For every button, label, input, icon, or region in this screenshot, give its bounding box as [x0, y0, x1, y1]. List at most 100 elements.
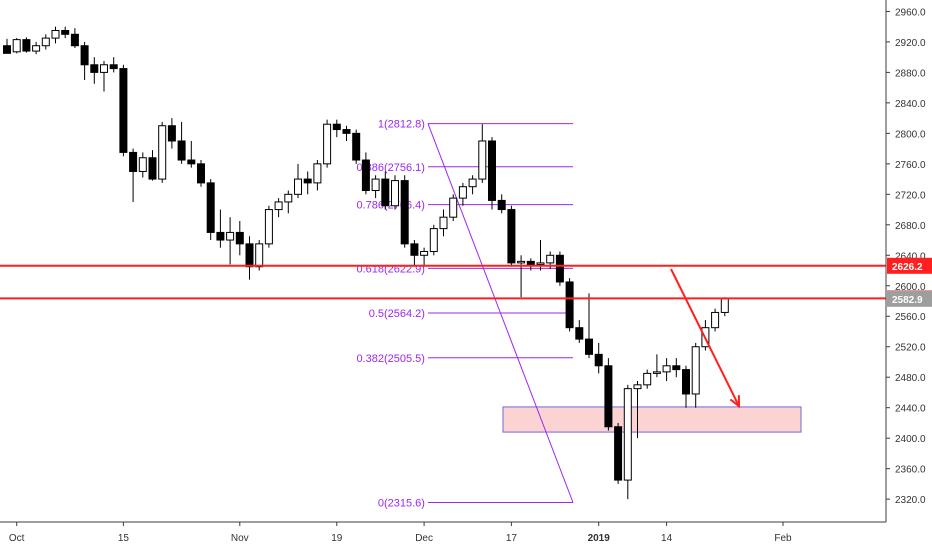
candle-body: [643, 372, 652, 386]
candle-down[interactable]: [361, 152, 370, 195]
candle-up[interactable]: [294, 163, 302, 199]
candles[interactable]: [3, 26, 729, 500]
candle-up[interactable]: [478, 124, 487, 183]
arrow-shaft: [670, 268, 740, 407]
candle-down[interactable]: [129, 148, 138, 202]
candle-body: [633, 384, 642, 390]
candle-up[interactable]: [264, 205, 273, 248]
candle-up[interactable]: [138, 152, 147, 178]
candle-down[interactable]: [177, 121, 186, 164]
candle-body: [342, 129, 351, 134]
candle-up[interactable]: [439, 209, 448, 237]
candle-down[interactable]: [332, 119, 341, 138]
y-tick-label: 2920.0: [895, 38, 926, 49]
candle-down[interactable]: [303, 171, 312, 195]
candle-down[interactable]: [526, 258, 535, 271]
candle-up[interactable]: [12, 38, 21, 54]
candle-down[interactable]: [381, 171, 390, 210]
candle-body: [720, 298, 729, 313]
candle-body: [32, 45, 41, 52]
candle-down[interactable]: [488, 137, 496, 210]
candle-up[interactable]: [429, 224, 438, 256]
candle-down[interactable]: [410, 240, 419, 267]
candle-up[interactable]: [100, 60, 108, 92]
candle-down[interactable]: [604, 358, 613, 431]
overlays: [0, 264, 886, 409]
candle-up[interactable]: [662, 358, 671, 382]
candle-up[interactable]: [313, 160, 322, 191]
candle-up[interactable]: [158, 121, 167, 183]
candle-up[interactable]: [458, 182, 467, 206]
candle-down[interactable]: [3, 38, 11, 54]
candle-down[interactable]: [109, 57, 118, 73]
candle-body: [429, 228, 438, 252]
candle-down[interactable]: [342, 125, 351, 141]
candle-down[interactable]: [507, 205, 516, 267]
candle-up[interactable]: [41, 34, 50, 50]
candle-up[interactable]: [420, 247, 429, 267]
candle-body: [565, 281, 574, 329]
candle-down[interactable]: [555, 251, 564, 286]
candle-up[interactable]: [468, 175, 477, 195]
x-tick-label: 15: [118, 533, 130, 544]
candle-body: [517, 260, 526, 264]
y-tick-label: 2760.0: [895, 160, 926, 171]
fibonacci-retracement[interactable]: 1(2812.8)0.886(2756.1)0.786(2706.4)0.618…: [356, 119, 574, 510]
candle-up[interactable]: [226, 217, 235, 265]
candle-up[interactable]: [623, 384, 632, 500]
candle-body: [167, 125, 176, 142]
candle-body: [478, 140, 487, 180]
candle-body: [187, 159, 196, 165]
candle-down[interactable]: [400, 175, 409, 248]
candle-down[interactable]: [352, 129, 361, 164]
candle-down[interactable]: [148, 150, 157, 181]
candle-body: [352, 132, 361, 161]
candle-down[interactable]: [119, 64, 128, 157]
level-price-tag-label: 2626.2: [892, 262, 923, 273]
candle-body: [129, 151, 138, 172]
candle-down[interactable]: [585, 293, 593, 359]
candle-up[interactable]: [449, 194, 458, 221]
candle-down[interactable]: [614, 422, 623, 484]
candle-up[interactable]: [643, 369, 652, 389]
candle-down[interactable]: [167, 118, 176, 149]
candle-down[interactable]: [216, 209, 225, 248]
candle-up[interactable]: [711, 308, 720, 332]
candle-up[interactable]: [517, 255, 526, 298]
candle-up[interactable]: [633, 381, 642, 439]
candle-down[interactable]: [70, 28, 79, 49]
candle-down[interactable]: [575, 320, 584, 343]
candle-down[interactable]: [22, 37, 31, 53]
candle-down[interactable]: [594, 342, 603, 374]
x-tick-label: Nov: [231, 533, 249, 544]
candle-down[interactable]: [235, 220, 244, 256]
candle-body: [507, 209, 516, 264]
candle-up[interactable]: [652, 354, 661, 378]
support-zone: [502, 406, 802, 433]
candle-up[interactable]: [51, 26, 60, 44]
candle-up[interactable]: [391, 175, 399, 210]
candle-up[interactable]: [284, 190, 293, 214]
candle-up[interactable]: [371, 175, 380, 199]
candle-down[interactable]: [497, 194, 506, 214]
candle-down[interactable]: [187, 140, 196, 168]
candle-up[interactable]: [691, 342, 700, 408]
candle-body: [264, 209, 273, 245]
candle-down[interactable]: [197, 160, 205, 187]
candle-up[interactable]: [32, 41, 41, 55]
candle-body: [41, 37, 50, 47]
candle-up[interactable]: [274, 198, 283, 218]
candle-down[interactable]: [206, 179, 215, 241]
y-axis: 2960.0 2920.0 2880.0 2840.0 2800.0 2760.0 2720…: [886, 7, 926, 506]
candle-body: [100, 64, 108, 73]
candle-down[interactable]: [672, 358, 681, 378]
candle-body: [235, 231, 244, 245]
candle-down[interactable]: [90, 57, 99, 84]
candle-down[interactable]: [61, 26, 70, 39]
candle-body: [497, 199, 506, 211]
candle-down[interactable]: [80, 41, 89, 81]
candle-up[interactable]: [323, 119, 332, 168]
candle-down[interactable]: [565, 278, 574, 332]
candle-down[interactable]: [682, 365, 690, 408]
